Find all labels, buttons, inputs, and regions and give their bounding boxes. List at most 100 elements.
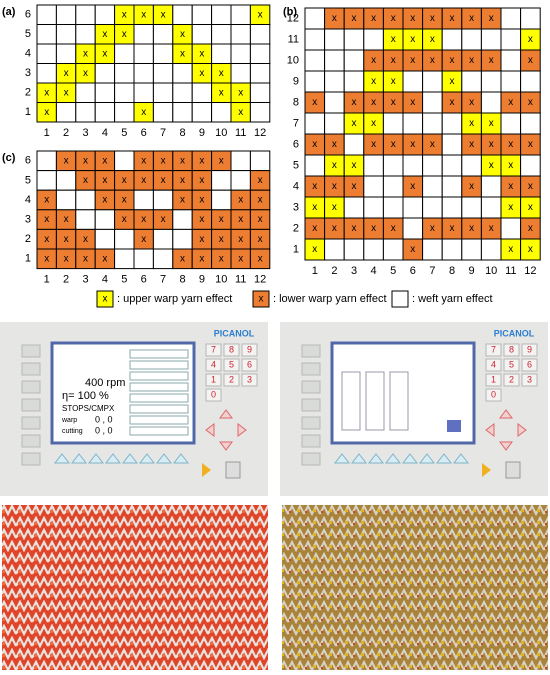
column-label: 2 bbox=[63, 127, 69, 139]
cell-mark: x bbox=[199, 234, 204, 245]
weave-cell bbox=[36, 170, 57, 191]
cell-mark: x bbox=[430, 139, 435, 150]
cell-mark: x bbox=[332, 160, 337, 171]
key-label: 6 bbox=[527, 359, 532, 369]
cell-mark: x bbox=[332, 139, 337, 150]
weave-cell bbox=[304, 70, 326, 93]
cell-mark: x bbox=[238, 87, 243, 98]
key-label: 4 bbox=[491, 359, 496, 369]
column-label: 11 bbox=[505, 265, 516, 277]
cell-mark: x bbox=[332, 181, 337, 192]
side-key bbox=[21, 434, 41, 448]
cell-mark: x bbox=[199, 155, 204, 166]
weave-cell bbox=[249, 102, 271, 123]
cell-mark: x bbox=[180, 29, 185, 40]
row-label: 3 bbox=[25, 214, 31, 226]
weave-cell bbox=[422, 154, 443, 177]
weave-cell bbox=[211, 24, 232, 45]
column-label: 8 bbox=[179, 274, 185, 286]
cell-mark: x bbox=[312, 97, 317, 108]
weave-cell bbox=[363, 154, 384, 177]
cell-mark: x bbox=[180, 195, 185, 206]
weave-cell bbox=[114, 248, 135, 270]
legend-text: : lower warp yarn effect bbox=[273, 293, 387, 305]
cell-mark: x bbox=[102, 29, 107, 40]
key bbox=[485, 358, 502, 372]
key bbox=[485, 388, 502, 402]
cell-mark: x bbox=[489, 13, 494, 24]
screen-field bbox=[129, 426, 189, 436]
row-label: 12 bbox=[287, 12, 299, 24]
cell-mark: x bbox=[371, 223, 376, 234]
weave-cell bbox=[363, 175, 384, 198]
column-label: 7 bbox=[160, 274, 166, 286]
cell-mark: x bbox=[141, 9, 146, 20]
weave-cell bbox=[422, 196, 443, 219]
cell-mark: x bbox=[450, 55, 455, 66]
weave-cell bbox=[114, 228, 135, 250]
key-label: 9 bbox=[527, 344, 532, 354]
weave-cell bbox=[191, 82, 213, 103]
row-label: 6 bbox=[25, 155, 31, 167]
cell-mark: x bbox=[430, 55, 435, 66]
weave-cell bbox=[249, 63, 271, 84]
key-label: 3 bbox=[527, 374, 532, 384]
row-label: 9 bbox=[293, 75, 299, 87]
cell-mark: x bbox=[199, 214, 204, 225]
cell-mark: x bbox=[410, 97, 415, 108]
cell-mark: x bbox=[141, 107, 146, 118]
cell-mark: x bbox=[44, 107, 49, 118]
cell-mark: x bbox=[450, 97, 455, 108]
cell-mark: x bbox=[450, 223, 455, 234]
screen-text: STOPS/CMPX bbox=[62, 404, 115, 413]
legend-swatch bbox=[391, 290, 409, 308]
weave-cell bbox=[441, 28, 463, 51]
side-key bbox=[21, 398, 41, 412]
key bbox=[205, 373, 222, 387]
cell-mark: x bbox=[352, 181, 357, 192]
cell-mark: x bbox=[352, 118, 357, 129]
weave-cell bbox=[230, 170, 251, 191]
key-label: 1 bbox=[211, 374, 216, 384]
soft-key bbox=[401, 453, 419, 464]
fabric-photo bbox=[2, 505, 268, 670]
row-label: 5 bbox=[25, 174, 31, 186]
column-label: 6 bbox=[141, 127, 147, 139]
cell-mark: x bbox=[391, 55, 396, 66]
weave-cell bbox=[133, 189, 154, 211]
cell-mark: x bbox=[508, 160, 513, 171]
weave-cell bbox=[461, 196, 482, 219]
weave-cell bbox=[324, 112, 345, 135]
weave-cell bbox=[75, 189, 96, 211]
weave-cell bbox=[461, 70, 482, 93]
weave-cell bbox=[363, 28, 384, 51]
weave-cell bbox=[441, 196, 463, 219]
weave-cell bbox=[172, 228, 193, 250]
weave-cell bbox=[402, 196, 424, 219]
cell-mark: x bbox=[489, 118, 494, 129]
weave-cell bbox=[441, 133, 463, 156]
weave-cell bbox=[152, 102, 174, 123]
cell-mark: x bbox=[64, 234, 69, 245]
key bbox=[521, 373, 538, 387]
screen-field bbox=[129, 371, 189, 381]
weave-cell bbox=[133, 82, 154, 103]
weave-cell bbox=[75, 82, 96, 103]
cell-mark: x bbox=[219, 155, 224, 166]
weave-cell bbox=[55, 24, 77, 45]
cell-mark: x bbox=[122, 214, 127, 225]
key-label: 7 bbox=[491, 344, 496, 354]
row-label: 6 bbox=[293, 138, 299, 150]
column-label: 5 bbox=[121, 274, 127, 286]
column-label: 10 bbox=[215, 274, 227, 286]
arrow-key bbox=[485, 423, 495, 437]
arrow-key bbox=[205, 423, 215, 437]
cell-mark: x bbox=[141, 155, 146, 166]
weave-cell bbox=[500, 49, 522, 72]
screen-text: warp bbox=[61, 417, 77, 424]
legend-text: : weft yarn effect bbox=[412, 293, 493, 305]
weave-cell bbox=[230, 150, 251, 172]
weave-cell bbox=[94, 209, 116, 230]
weave-cell bbox=[382, 175, 404, 198]
